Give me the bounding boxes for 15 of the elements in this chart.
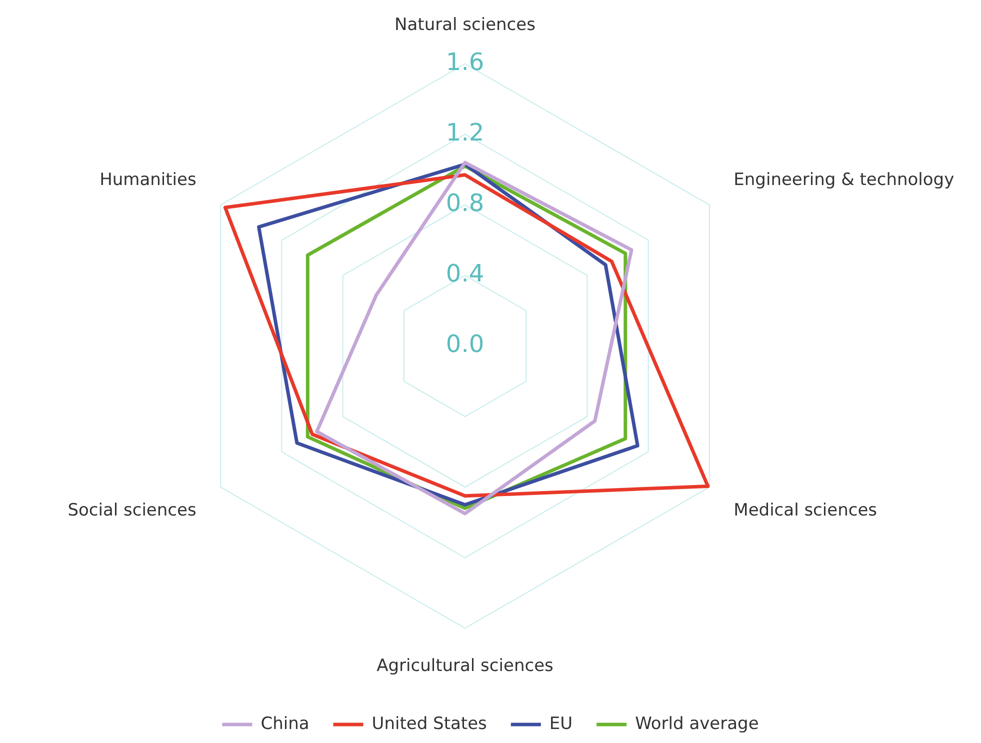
legend-label: EU xyxy=(549,714,573,734)
y-tick-label: 0.0 xyxy=(446,330,484,358)
legend-label: China xyxy=(260,714,310,734)
y-tick-label: 0.8 xyxy=(446,189,484,218)
spoke-label: Agricultural sciences xyxy=(376,656,554,676)
y-tick-label: 1.2 xyxy=(446,118,484,147)
spoke-label: Natural sciences xyxy=(394,14,536,35)
y-tick-label: 1.6 xyxy=(446,48,484,76)
spoke-label: Social sciences xyxy=(68,500,196,521)
y-tick-label: 0.4 xyxy=(446,260,484,288)
legend-label: United States xyxy=(372,714,488,734)
legend-label: World average xyxy=(635,714,759,734)
spoke-label: Engineering & technology xyxy=(734,170,954,190)
spoke-label: Humanities xyxy=(100,170,196,190)
spoke-label: Medical sciences xyxy=(734,500,878,521)
